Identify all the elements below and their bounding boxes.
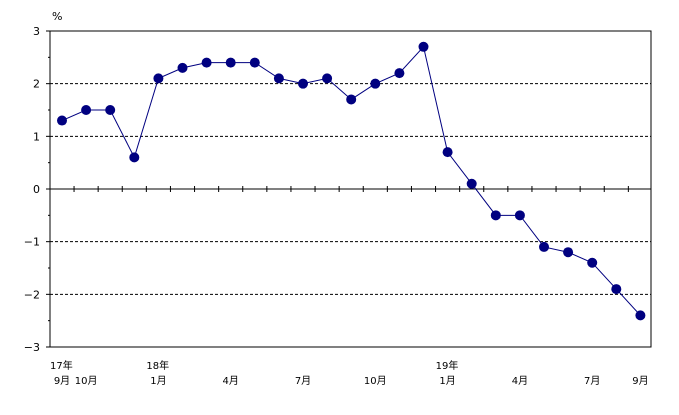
x-month-label: 4月 — [512, 375, 528, 387]
data-point — [587, 257, 598, 268]
data-point — [81, 105, 92, 115]
data-point — [611, 284, 622, 295]
data-point — [563, 247, 574, 258]
data-point — [129, 152, 140, 163]
data-point — [466, 178, 477, 189]
y-tick-label: −3 — [24, 341, 40, 354]
x-year-label: 18年 — [146, 359, 169, 372]
data-point — [322, 73, 333, 84]
x-month-label: 10月 — [364, 375, 387, 387]
data-point — [57, 115, 67, 126]
data-point — [514, 210, 525, 221]
data-point — [442, 147, 453, 158]
data-point — [346, 94, 357, 105]
y-tick-label: 1 — [33, 130, 40, 143]
x-tick-marks — [73, 186, 629, 192]
x-month-label: 1月 — [439, 375, 455, 387]
y-tick-label: 2 — [33, 78, 40, 91]
data-point — [249, 57, 260, 68]
data-point — [153, 73, 164, 84]
x-year-label: 19年 — [436, 359, 459, 372]
data-point — [201, 57, 212, 68]
x-year-label: 17年 — [50, 359, 73, 372]
data-point — [490, 210, 501, 221]
x-month-label: 7月 — [584, 375, 600, 387]
x-month-label: 9月 — [54, 375, 70, 387]
y-axis-unit-label: % — [52, 10, 62, 23]
y-tick-labels: 3 2 1 0 −1 −2 −3 — [24, 25, 50, 354]
x-month-label: 9月 — [632, 375, 648, 387]
data-series — [57, 41, 646, 321]
data-point — [370, 78, 381, 89]
y-tick-label: −1 — [24, 236, 40, 249]
y-tick-label: 3 — [33, 25, 40, 38]
data-point — [539, 241, 549, 252]
grid-lines — [50, 83, 651, 295]
x-axis-labels: 17年 9月 10月 18年 1月 4月 7月 10月 19年 1月 4月 7月 9月 — [50, 359, 649, 387]
data-point — [177, 62, 188, 73]
y-tick-label: −2 — [24, 288, 40, 301]
x-month-label: 1月 — [150, 375, 166, 387]
x-month-label: 7月 — [295, 375, 311, 387]
data-point — [418, 41, 429, 52]
data-point — [273, 73, 284, 84]
data-point — [298, 78, 308, 89]
data-point — [635, 310, 646, 321]
y-tick-label: 0 — [33, 183, 40, 196]
data-point — [225, 57, 236, 68]
x-month-label: 4月 — [223, 375, 239, 387]
x-month-label: 10月 — [75, 375, 98, 387]
data-point — [105, 105, 116, 115]
data-point — [394, 68, 405, 79]
series-line — [61, 45, 641, 316]
